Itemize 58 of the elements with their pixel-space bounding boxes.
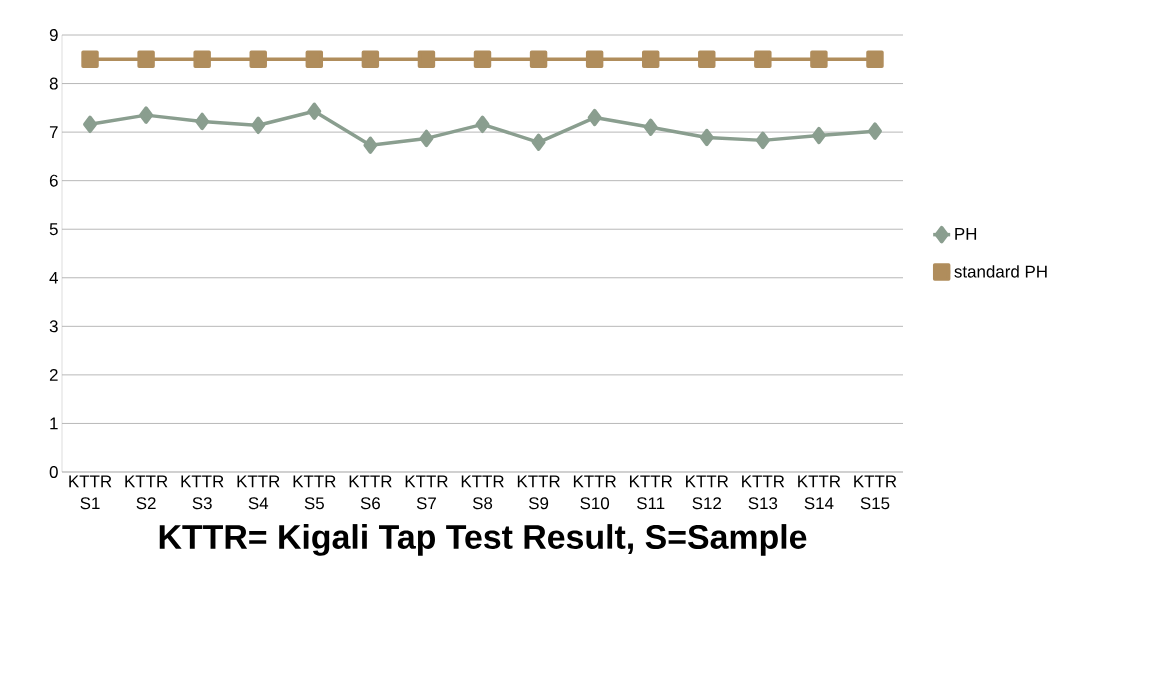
- point: [305, 50, 324, 68]
- point: [249, 50, 267, 68]
- point: [417, 50, 436, 68]
- point: [137, 50, 155, 68]
- point: [529, 50, 548, 68]
- x-axis-title: KTTR= Kigali Tap Test Result, S=Sample: [159, 524, 807, 556]
- point: [251, 116, 266, 135]
- point: [643, 118, 658, 136]
- x-tick-label: KTTR S11: [629, 475, 673, 510]
- x-tick-label: KTTR S15: [854, 475, 897, 510]
- y-tick-label: 7: [49, 126, 58, 138]
- point: [866, 50, 884, 68]
- legend-label: standard PH: [954, 265, 1047, 278]
- point: [475, 115, 490, 134]
- y-tick-label: 2: [49, 368, 58, 381]
- point: [195, 112, 210, 131]
- x-tick-label: KTTR S8: [461, 475, 504, 510]
- y-tick-label: 3: [49, 320, 58, 333]
- x-tick-label: KTTR S3: [181, 475, 224, 510]
- legend-label: PH: [955, 228, 977, 240]
- y-tick-label: 5: [49, 223, 58, 236]
- point: [307, 102, 322, 120]
- point: [810, 50, 828, 68]
- point: [699, 128, 714, 147]
- point: [361, 50, 380, 68]
- point: [531, 133, 546, 152]
- point: [419, 129, 434, 148]
- y-tick-label: 0: [49, 466, 58, 478]
- x-tick-label: KTTR S13: [742, 475, 785, 510]
- point: [139, 106, 154, 124]
- point: [811, 126, 826, 145]
- x-tick-label: KTTR S9: [517, 475, 560, 510]
- x-tick-label: KTTR S6: [349, 475, 392, 510]
- point: [81, 50, 99, 68]
- point: [585, 50, 604, 68]
- point: [641, 50, 660, 68]
- x-tick-label: KTTR S14: [798, 475, 841, 510]
- y-tick-label: 4: [49, 271, 58, 284]
- point: [193, 50, 211, 68]
- point: [754, 50, 772, 68]
- point: [587, 108, 602, 127]
- x-tick-label: KTTR S1: [69, 475, 112, 510]
- y-tick-label: 8: [49, 77, 58, 90]
- point: [363, 136, 378, 154]
- x-tick-label: KTTR S12: [686, 475, 729, 510]
- x-tick-label: KTTR S5: [293, 475, 336, 510]
- point: [473, 50, 492, 68]
- y-tick-label: 1: [50, 417, 58, 430]
- x-tick-label: KTTR S10: [573, 475, 616, 510]
- point: [698, 50, 716, 68]
- x-tick-label: KTTR S2: [125, 475, 168, 510]
- point: [755, 131, 770, 150]
- y-tick-label: 9: [49, 29, 58, 41]
- x-tick-label: KTTR S4: [237, 475, 280, 510]
- x-tick-label: KTTR S7: [405, 475, 448, 510]
- y-tick-label: 6: [49, 174, 58, 187]
- point: [83, 115, 98, 134]
- point: [868, 122, 882, 140]
